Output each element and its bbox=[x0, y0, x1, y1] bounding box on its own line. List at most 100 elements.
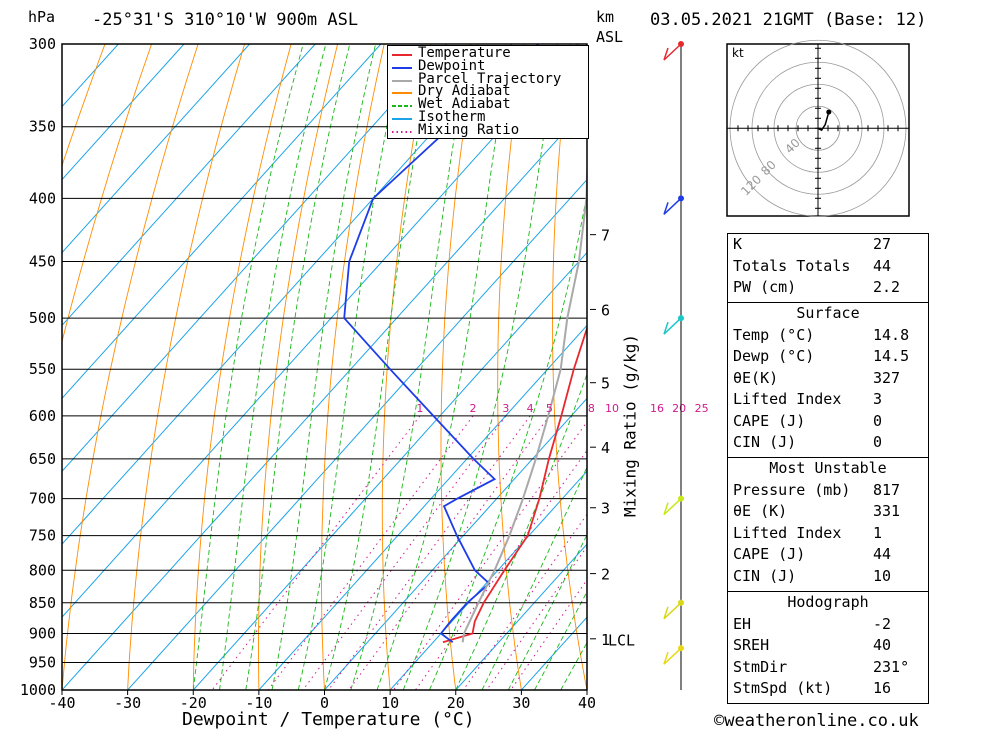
x-tick-label: -40 bbox=[48, 694, 75, 712]
wet-adiabat-line bbox=[507, 533, 587, 690]
mixing-ratio-label: 5 bbox=[546, 402, 553, 415]
most-unstable-table: Most Unstable Pressure (mb) 817 θE (K) 331… bbox=[727, 457, 929, 593]
hodograph-table: Hodograph EH -2 SREH 40 StmDir 231° StmSpd … bbox=[727, 591, 929, 704]
isotherm-line bbox=[62, 44, 316, 327]
wet-adiabat-line bbox=[429, 191, 587, 690]
legend-swatch bbox=[392, 105, 412, 108]
wet-adiabat-line bbox=[245, 44, 351, 690]
hodograph-unit: kt bbox=[732, 46, 744, 60]
dry-adiabat-line bbox=[127, 44, 246, 690]
dry-adiabat-line bbox=[657, 44, 718, 690]
pressure-tick-label: 300 bbox=[29, 35, 56, 53]
wet-adiabat-line bbox=[455, 372, 587, 690]
x-tick-label: 20 bbox=[447, 694, 465, 712]
height-tick-label: 2 bbox=[601, 566, 610, 584]
hodograph-trace bbox=[817, 111, 830, 132]
most-unstable-title: Most Unstable bbox=[769, 459, 887, 477]
mixing-ratio-axis-label: Mixing Ratio (g/kg) bbox=[620, 333, 640, 518]
legend-item: Isotherm bbox=[388, 109, 586, 125]
height-tick-label: 4 bbox=[601, 439, 610, 457]
surface-title: Surface bbox=[796, 304, 860, 322]
wet-adiabat-line bbox=[534, 590, 587, 690]
height-tick-label: 6 bbox=[601, 301, 610, 319]
wind-barb-flag bbox=[663, 321, 669, 335]
parcel-trajectory-line bbox=[461, 44, 587, 643]
legend-swatch bbox=[392, 130, 412, 133]
wind-barb bbox=[663, 43, 682, 61]
wind-barb-flag bbox=[663, 502, 669, 515]
mixing-ratio-line bbox=[348, 415, 550, 690]
legend-swatch bbox=[392, 92, 412, 95]
dewpoint-line bbox=[343, 44, 540, 644]
legend-item: Dry Adiabat bbox=[388, 83, 586, 100]
dry-adiabat-line bbox=[440, 44, 478, 690]
pressure-tick-label: 850 bbox=[29, 594, 56, 612]
pressure-gridlines bbox=[62, 43, 587, 691]
mixing-ratio-label: 4 bbox=[527, 402, 534, 415]
legend-item: Dewpoint bbox=[388, 57, 586, 74]
legend-item: Mixing Ratio bbox=[388, 121, 586, 138]
wind-barb bbox=[663, 197, 682, 215]
mixing-ratio-line bbox=[302, 415, 507, 690]
index-row: K 27 bbox=[733, 235, 892, 253]
wind-barb-flag bbox=[663, 202, 669, 215]
legend-swatch bbox=[392, 118, 412, 120]
height-tick-label: 7 bbox=[601, 227, 610, 245]
mixing-ratio-label: 20 bbox=[672, 402, 686, 415]
wind-barb bbox=[663, 602, 682, 620]
mixing-ratio-label: 16 bbox=[650, 402, 664, 415]
pressure-tick-label: 700 bbox=[29, 490, 56, 508]
legend-label: Mixing Ratio bbox=[418, 121, 520, 138]
wet-adiabat-line bbox=[219, 44, 327, 690]
dry-adiabat-line bbox=[381, 44, 432, 690]
dry-adiabat-line bbox=[497, 44, 525, 690]
surface-table: Surface Temp (°C) 14.8 Dewp (°C) 14.5 θE(K… bbox=[727, 302, 929, 459]
x-axis-label: Dewpoint / Temperature (°C) bbox=[182, 709, 475, 730]
height-unit-km: km bbox=[596, 8, 615, 26]
pressure-tick-label: 900 bbox=[29, 624, 56, 642]
dry-adiabat-line bbox=[989, 44, 1000, 690]
mixing-ratio-label: 2 bbox=[470, 402, 477, 415]
legend-label: Isotherm bbox=[418, 109, 486, 125]
hodograph-endpoint bbox=[826, 109, 832, 115]
pressure-tick-label: 350 bbox=[29, 118, 56, 136]
dry-adiabat-line bbox=[62, 44, 153, 344]
pressure-tick-label: 800 bbox=[29, 561, 56, 579]
wet-adiabat-line bbox=[350, 44, 471, 690]
pressure-tick-label: 950 bbox=[29, 653, 56, 671]
x-tick-label: 40 bbox=[578, 694, 596, 712]
x-tick-label: 0 bbox=[320, 694, 329, 712]
wind-barb-flag bbox=[663, 651, 669, 665]
isotherm-line bbox=[455, 543, 587, 690]
mixing-ratio-line bbox=[267, 415, 474, 690]
mixing-ratio-label: 8 bbox=[588, 402, 595, 415]
index-row: PW (cm) 2.2 bbox=[733, 278, 901, 296]
x-tick-label: 10 bbox=[381, 694, 399, 712]
pressure-tick-label: 600 bbox=[29, 407, 56, 425]
height-tick-label: 3 bbox=[601, 500, 610, 518]
wind-barb-flag bbox=[663, 606, 669, 620]
isotherm-line bbox=[62, 44, 119, 108]
pressure-tick-label: 450 bbox=[29, 253, 56, 271]
legend: Temperature Dewpoint Parcel Trajectory Dry … bbox=[387, 45, 589, 139]
dry-adiabat-line bbox=[943, 44, 1000, 690]
mixing-ratio-line bbox=[393, 421, 587, 690]
wet-adiabat-line bbox=[481, 465, 587, 690]
isotherm-line bbox=[62, 105, 587, 690]
isotherm-line bbox=[62, 44, 382, 400]
location-title: -25°31'S 310°10'W 900m ASL bbox=[92, 10, 359, 30]
mixing-ratio-line bbox=[414, 449, 587, 690]
datetime-title: 03.05.2021 21GMT (Base: 12) bbox=[650, 10, 927, 30]
x-tick-label: 30 bbox=[512, 694, 530, 712]
mixing-ratio-label: 10 bbox=[605, 402, 619, 415]
wind-barb bbox=[663, 317, 682, 335]
copyright-link[interactable]: ©weatheronline.co.uk bbox=[714, 711, 919, 731]
wind-barb bbox=[663, 498, 682, 516]
height-tick-label: 5 bbox=[601, 375, 610, 393]
legend-label: Dry Adiabat bbox=[418, 83, 511, 100]
legend-label: Dewpoint bbox=[418, 57, 486, 74]
indices-table: K 27 Totals Totals 44 PW (cm) 2.2 bbox=[727, 233, 929, 304]
legend-label: Temperature bbox=[418, 45, 511, 61]
index-row: Totals Totals 44 bbox=[733, 256, 892, 275]
